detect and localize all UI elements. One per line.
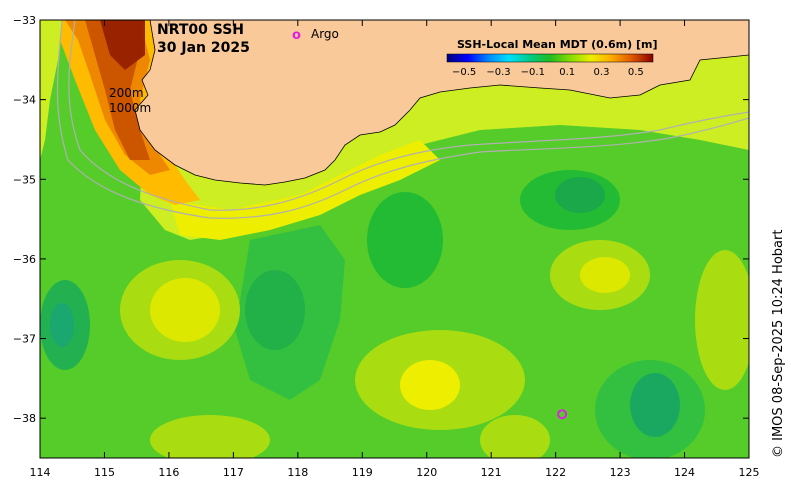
colorbar-tick-label: 0.5 bbox=[628, 67, 644, 78]
y-tick-label: −38 bbox=[13, 412, 36, 425]
colorbar: SSH-Local Mean MDT (0.6m) [m] −0.5 −0.3 −0… bbox=[446, 38, 657, 78]
argo-legend-label: Argo bbox=[311, 27, 339, 41]
x-tick-label: 118 bbox=[287, 466, 308, 479]
imos-credit: © IMOS 08-Sep-2025 10:24 Hobart bbox=[771, 230, 786, 458]
colorbar-tick-label: −0.3 bbox=[486, 67, 510, 78]
x-tick-label: 123 bbox=[610, 466, 631, 479]
eddy-core-west bbox=[245, 270, 305, 350]
eddy-green-center bbox=[367, 192, 443, 288]
eddy-core-east bbox=[555, 177, 605, 213]
x-tick-label: 125 bbox=[739, 466, 760, 479]
eddy-core-southeast bbox=[630, 373, 680, 437]
colorbar-tick-label: 0.1 bbox=[559, 67, 575, 78]
y-tick-label: −35 bbox=[13, 173, 36, 186]
colorbar-ticks: −0.5 −0.3 −0.1 0.1 0.3 0.5 bbox=[452, 67, 644, 78]
depth-label-1000m: 1000m bbox=[109, 101, 151, 115]
eddy-core-yellow-south bbox=[400, 360, 460, 410]
eddy-core-far-west bbox=[50, 303, 74, 347]
y-tick-label: −33 bbox=[13, 14, 36, 27]
x-tick-label: 120 bbox=[416, 466, 437, 479]
ssh-band-west-shelf bbox=[40, 20, 62, 160]
x-tick-label: 122 bbox=[545, 466, 566, 479]
x-axis: 114 115 116 117 118 119 120 121 122 123 124 125 bbox=[30, 20, 760, 479]
argo-legend-marker: o bbox=[292, 28, 301, 43]
depth-label-200m: 200m bbox=[109, 86, 144, 100]
map-title-line2: 30 Jan 2025 bbox=[157, 40, 250, 56]
plot-frame bbox=[39, 19, 750, 459]
ssh-anomaly-field bbox=[40, 20, 749, 458]
eddy-yellowgreen-southwest bbox=[150, 415, 270, 458]
eddy-core-yellow-east bbox=[580, 257, 630, 293]
y-axis: −33 −34 −35 −36 −37 −38 bbox=[13, 14, 749, 425]
x-tick-label: 116 bbox=[158, 466, 179, 479]
argo-float-marker[interactable] bbox=[557, 409, 568, 420]
eddy-yellowgreen-far-east bbox=[695, 250, 749, 390]
colorbar-strip bbox=[446, 53, 654, 63]
y-tick-label: −34 bbox=[13, 94, 36, 107]
x-tick-label: 124 bbox=[674, 466, 695, 479]
eddy-core-yellow-west bbox=[150, 278, 220, 342]
map-plot-area bbox=[40, 20, 749, 458]
x-tick-label: 119 bbox=[352, 466, 373, 479]
eddy-yellowgreen-south-center bbox=[480, 415, 550, 458]
ssh-band-yellow-coast bbox=[170, 140, 440, 240]
colorbar-tick-label: −0.1 bbox=[521, 67, 545, 78]
contour-200m bbox=[68, 20, 749, 211]
colorbar-title: SSH-Local Mean MDT (0.6m) [m] bbox=[457, 38, 657, 51]
y-tick-label: −37 bbox=[13, 333, 36, 346]
colorbar-tick-label: −0.5 bbox=[452, 67, 476, 78]
colorbar-tick-label: 0.3 bbox=[594, 67, 610, 78]
x-tick-label: 121 bbox=[481, 466, 502, 479]
x-tick-label: 117 bbox=[223, 466, 244, 479]
y-tick-label: −36 bbox=[13, 253, 36, 266]
map-title-line1: NRT00 SSH bbox=[157, 22, 244, 38]
x-tick-label: 114 bbox=[30, 466, 51, 479]
contour-1000m bbox=[56, 20, 749, 219]
warm-anomaly-cape-core bbox=[100, 20, 145, 70]
x-tick-label: 115 bbox=[94, 466, 115, 479]
